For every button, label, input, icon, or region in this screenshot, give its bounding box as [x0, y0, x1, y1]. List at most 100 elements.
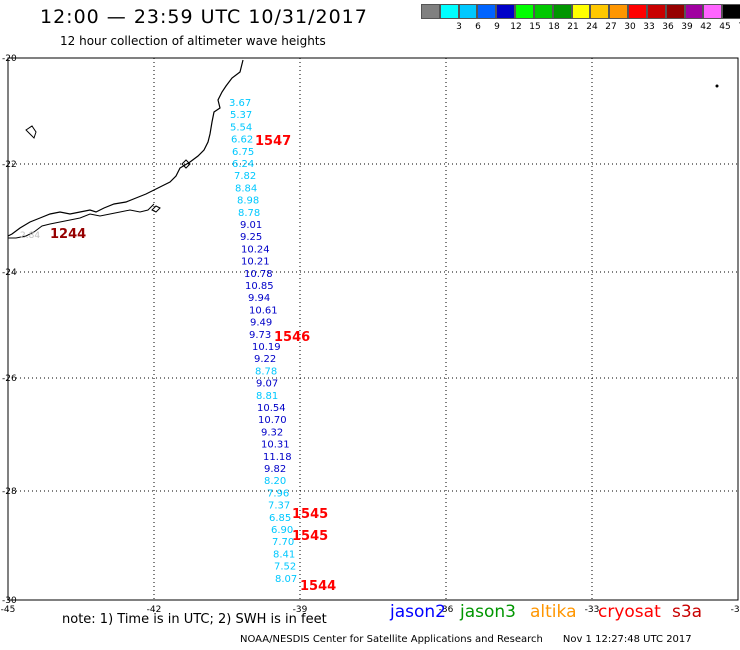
y-tick-label: -26: [2, 374, 17, 384]
pass-time-label: 1545: [292, 529, 328, 544]
pass-time-label: 1547: [255, 134, 291, 149]
x-tick-label: -45: [1, 605, 16, 615]
legend-swatch: [515, 4, 534, 19]
pass-time-label: 1545: [292, 507, 328, 522]
coastline-detail: [8, 203, 155, 239]
wave-height-reading: 7.37: [268, 501, 290, 512]
wave-height-reading: 9.22: [254, 354, 276, 365]
legend-swatch: [684, 4, 704, 19]
wave-height-reading: 5.37: [230, 110, 252, 121]
wave-height-reading: 10.61: [249, 305, 278, 316]
satellite-name: s3a: [672, 602, 703, 622]
legend-swatch: [628, 4, 647, 19]
satellite-name: jason3: [460, 602, 516, 622]
wave-height-reading: 10.54: [257, 403, 286, 414]
x-tick-label: -42: [147, 605, 162, 615]
legend-label: 70: [738, 22, 740, 32]
wave-height-reading: 9.01: [240, 220, 262, 231]
legend-swatch: [477, 4, 497, 19]
wave-height-reading: 6.75: [232, 147, 254, 158]
footer-note: note: 1) Time is in UTC; 2) SWH is in fe…: [62, 612, 327, 627]
wave-height-reading: 10.78: [244, 269, 273, 280]
wave-height-reading: 11.18: [263, 452, 292, 463]
x-tick-label: -39: [293, 605, 308, 615]
wave-height-reading: 8.78: [255, 366, 277, 377]
wave-height-reading: 5.54: [230, 122, 252, 133]
credit-text: NOAA/NESDIS Center for Satellite Applica…: [240, 634, 543, 645]
wave-height-reading: 6.90: [271, 525, 293, 536]
wave-height-reading: 8.07: [275, 574, 297, 585]
satellite-name: altika: [530, 602, 577, 622]
legend-swatch: [646, 4, 666, 19]
wave-height-reading: 8.98: [237, 196, 259, 207]
wave-height-reading: 6.62: [231, 135, 253, 146]
pass-time-label: 1544: [300, 579, 336, 594]
legend-swatch: [665, 4, 685, 19]
legend-label: 3: [456, 22, 462, 32]
y-tick-label: -24: [2, 268, 17, 278]
legend-label: 24: [586, 22, 598, 32]
legend-label: 36: [662, 22, 674, 32]
wave-height-reading: 9.82: [264, 464, 286, 475]
island: [25, 125, 37, 139]
map-frame: [7, 57, 739, 601]
legend-label: 21: [567, 22, 579, 32]
wave-height-reading: 10.31: [261, 440, 290, 451]
coastline: [7, 59, 244, 237]
legend-swatch: [590, 4, 610, 19]
coastline-detail: [151, 205, 161, 213]
wave-height-reading: 10.24: [241, 244, 270, 255]
y-tick-label: -28: [2, 487, 17, 497]
legend-swatch: [609, 4, 629, 19]
wave-height-reading: 10.85: [245, 281, 274, 292]
page-title: 12:00 — 23:59 UTC 10/31/2017: [40, 6, 368, 28]
pass-time-label: 1546: [274, 330, 310, 345]
wave-height-reading: 8.78: [238, 208, 260, 219]
legend-label: 30: [624, 22, 636, 32]
legend-label: 33: [643, 22, 655, 32]
y-tick-label: -20: [2, 54, 17, 64]
legend-label: 45: [719, 22, 731, 32]
footer-credit: NOAA/NESDIS Center for Satellite Applica…: [240, 634, 692, 645]
legend-label: 15: [529, 22, 541, 32]
legend-swatch: [703, 4, 723, 19]
legend-swatch: [496, 4, 516, 19]
x-tick-label: -33: [585, 605, 600, 615]
wave-height-reading: 2.84: [20, 231, 40, 241]
coastline-detail: [181, 159, 191, 169]
wave-height-reading: 9.32: [261, 427, 283, 438]
legend-swatch: [552, 4, 572, 19]
legend-label: 18: [548, 22, 560, 32]
wave-height-reading: 10.70: [258, 415, 287, 426]
wave-height-reading: 6.85: [269, 513, 291, 524]
legend-swatch: [571, 4, 591, 19]
page-subtitle: 12 hour collection of altimeter wave hei…: [60, 34, 326, 48]
wave-height-reading: 8.41: [273, 549, 295, 560]
wave-height-reading: 7.52: [274, 562, 296, 573]
y-tick-label: -22: [2, 160, 17, 170]
legend-swatch: [439, 4, 459, 19]
wave-height-reading: 7.96: [267, 488, 289, 499]
wave-height-reading: 8.20: [264, 476, 286, 487]
wave-height-reading: 9.94: [248, 293, 270, 304]
wave-height-reading: 3.67: [229, 98, 251, 109]
legend-swatch: [458, 4, 478, 19]
wave-height-reading: 7.70: [272, 537, 294, 548]
legend-labels: 36912151821242730333639424570(ft): [421, 19, 740, 33]
legend-swatch: [722, 4, 740, 19]
legend-label: 12: [510, 22, 522, 32]
pass-time-label: 1244: [50, 227, 86, 242]
x-tick-label: -36: [439, 605, 454, 615]
wave-height-reading: 6.24: [232, 159, 254, 170]
generated-date: Nov 1 12:27:48 UTC 2017: [562, 634, 692, 645]
color-legend: 36912151821242730333639424570(ft): [421, 4, 740, 44]
legend-label: 39: [681, 22, 693, 32]
wave-height-reading: 10.21: [241, 257, 270, 268]
legend-swatch: [421, 4, 440, 19]
island-dot: [715, 84, 719, 88]
legend-swatch: [533, 4, 553, 19]
satellite-name: cryosat: [598, 602, 661, 622]
legend-label: 27: [605, 22, 617, 32]
legend-swatches: [421, 4, 740, 19]
